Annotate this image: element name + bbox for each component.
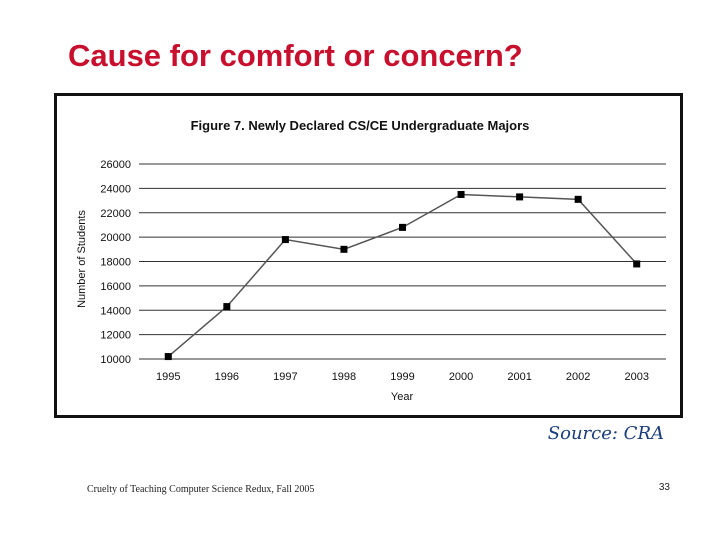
slide-title: Cause for comfort or concern? [68,38,523,73]
y-tick-labels: 10000 12000 14000 16000 18000 20000 22000 24000… [100,159,131,366]
data-point [164,353,172,361]
gridlines [139,163,666,360]
data-point [633,260,641,268]
y-tick-label: 26000 [100,159,131,171]
series-line-group [167,193,638,358]
y-tick-label: 10000 [100,354,131,366]
data-point [399,223,406,231]
y-tick-label: 12000 [100,330,131,342]
source-caption: Source: CRA [547,423,664,444]
y-tick-label: 14000 [100,305,131,317]
footer-course-title: Cruelty of Teaching Computer Science Red… [87,484,315,495]
x-tick-label: 2000 [449,371,473,383]
chart-title: Figure 7. Newly Declared CS/CE Undergrad… [191,118,530,133]
chart-frame: Figure 7. Newly Declared CS/CE Undergrad… [54,93,683,418]
data-markers [164,190,641,361]
data-point [340,245,348,253]
page-number: 33 [658,482,670,493]
x-tick-label: 2001 [507,371,531,383]
x-axis-label: Year [391,391,414,403]
y-tick-label: 24000 [100,183,131,195]
x-tick-label: 1996 [215,371,239,383]
data-point [223,303,231,311]
y-tick-label: 20000 [100,232,131,244]
data-point [516,193,524,201]
y-tick-label: 22000 [100,208,131,220]
data-point [281,236,289,244]
x-tick-label: 2002 [566,371,590,383]
y-axis-label: Number of Students [76,210,88,308]
data-point [457,190,465,198]
series-line [167,193,638,358]
x-tick-labels: 1995 1996 1997 1998 1999 2000 2001 2002 2003 [156,371,649,383]
line-chart: Figure 7. Newly Declared CS/CE Undergrad… [76,118,666,403]
x-tick-label: 2003 [624,371,648,383]
y-tick-label: 18000 [100,257,131,269]
x-tick-label: 1999 [390,371,414,383]
data-point [574,195,582,203]
x-tick-label: 1995 [156,371,180,383]
x-tick-label: 1998 [332,371,356,383]
x-tick-label: 1997 [273,371,297,383]
y-tick-label: 16000 [100,281,131,293]
